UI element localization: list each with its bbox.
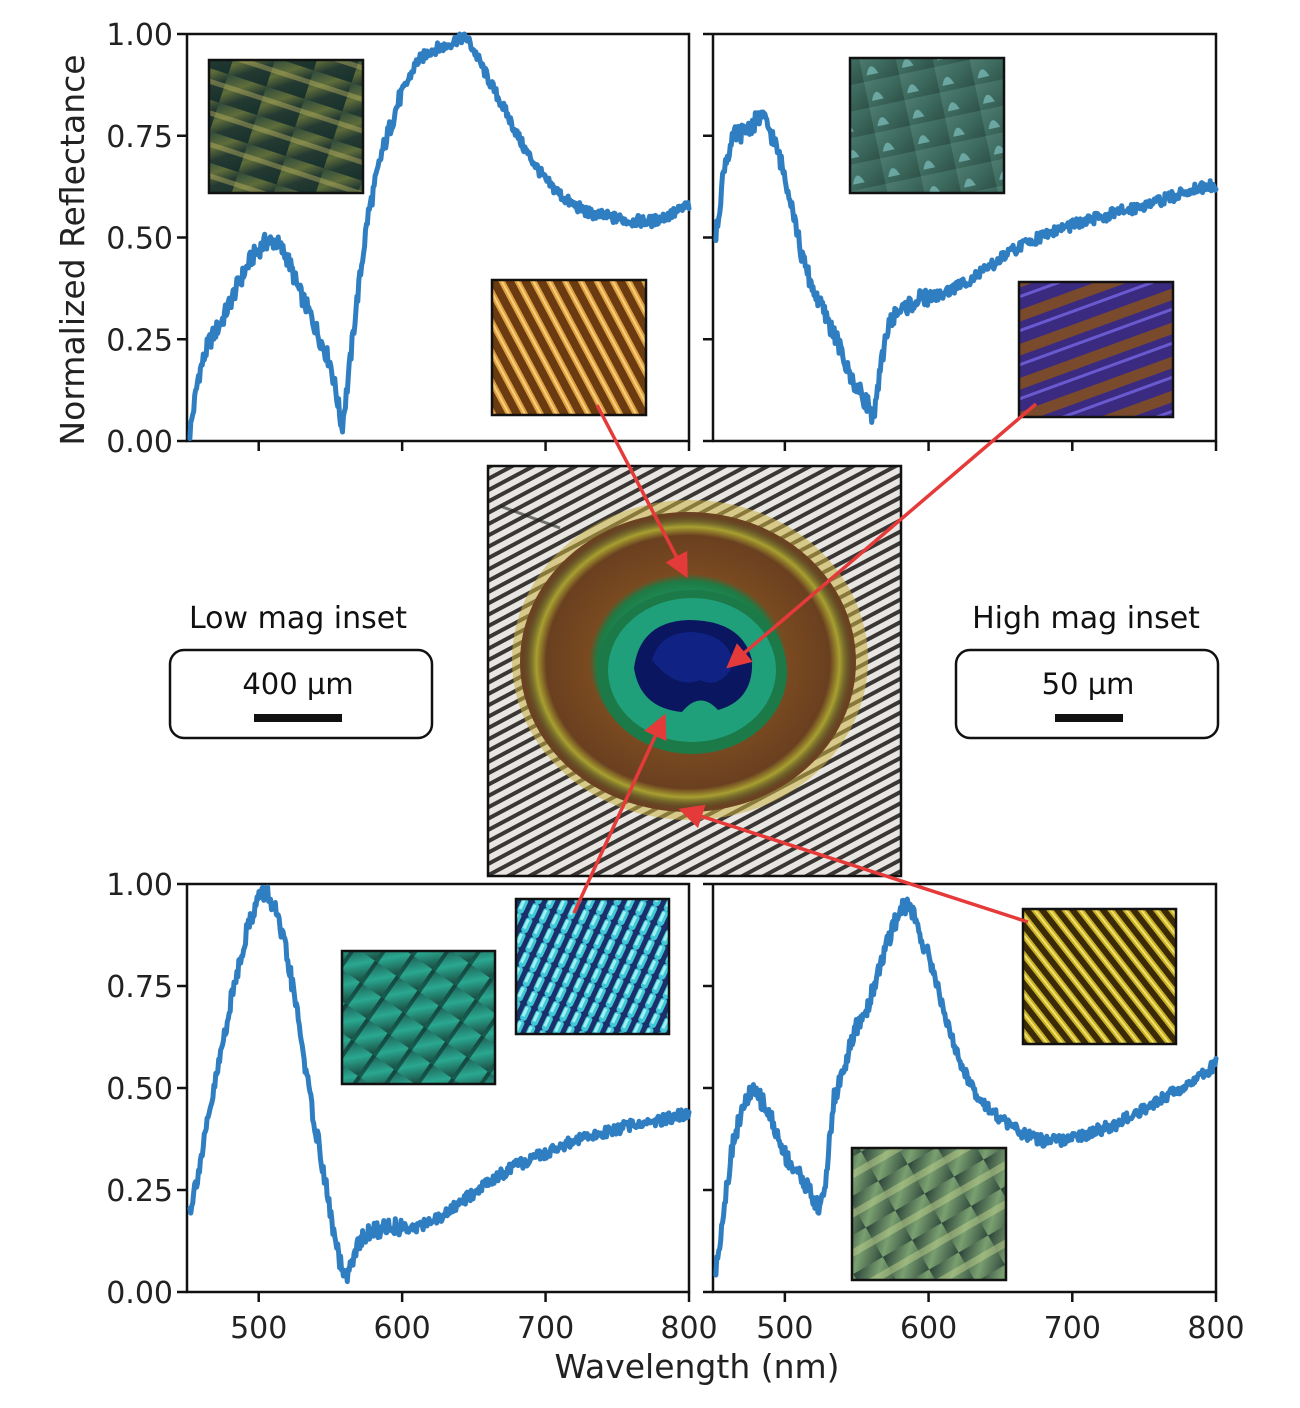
- x-tick-label: 600: [374, 1311, 431, 1346]
- high-mag-scale-bar: [1055, 714, 1123, 722]
- high-mag-inset-brown: [490, 278, 648, 417]
- low-mag-scale-legend: Low mag inset 400 µm: [168, 601, 434, 740]
- spectrum-line-bottom-left: [187, 884, 692, 1285]
- axis-ticks: 0.00 0.25 0.50 0.75 1.00 0.00 0.25 0.50 0.75 1.00…: [106, 18, 1244, 1346]
- low-mag-inset-green: [340, 949, 497, 1086]
- x-tick-label: 700: [517, 1311, 574, 1346]
- y-tick-label: 0.25: [106, 1174, 173, 1209]
- high-mag-inset-cyan: [514, 897, 671, 1036]
- y-tick-label: 1.00: [106, 18, 173, 53]
- high-mag-scale-box: [954, 648, 1220, 740]
- y-tick-label: 0.00: [106, 1276, 173, 1311]
- x-tick-label: 700: [1044, 1311, 1101, 1346]
- feather-photo-frame: [486, 464, 903, 878]
- low-mag-scale-box: [168, 648, 434, 740]
- low-mag-inset-blue: [848, 56, 1006, 195]
- arrows: [572, 402, 1038, 924]
- low-mag-inset-brown: [207, 58, 365, 195]
- spectrum-line-bottom-right: [713, 896, 1219, 1278]
- arrow-brown: [595, 404, 688, 579]
- low-mag-scale-bar: [254, 714, 342, 722]
- high-mag-inset-yellow: [1021, 907, 1178, 1046]
- y-axis-title: Normalized Reflectance: [53, 54, 92, 445]
- x-axis-title: Wavelength (nm): [554, 1347, 839, 1386]
- y-tick-label: 0.25: [106, 323, 173, 358]
- low-mag-inset-yellow-green: [850, 1146, 1008, 1282]
- high-mag-inset-purple: [1017, 280, 1175, 419]
- arrow-green: [572, 713, 667, 914]
- y-tick-label: 0.75: [106, 970, 173, 1005]
- high-mag-scale-value: 50 µm: [1042, 667, 1135, 701]
- x-tick-label: 800: [660, 1311, 717, 1346]
- series-layer: [187, 31, 1219, 1285]
- peacock-feather-photo: [488, 466, 901, 876]
- arrow-yellow: [678, 804, 1029, 924]
- high-mag-title: High mag inset: [972, 601, 1200, 636]
- x-tick-label: 500: [230, 1311, 287, 1346]
- low-mag-scale-value: 400 µm: [242, 667, 353, 701]
- y-tick-label: 0.00: [106, 425, 173, 460]
- y-tick-label: 1.00: [106, 868, 173, 903]
- y-tick-label: 0.50: [106, 1072, 173, 1107]
- high-mag-scale-legend: High mag inset 50 µm: [954, 601, 1220, 740]
- arrow-purple: [726, 402, 1038, 669]
- spectrum-line-top-right: [713, 109, 1219, 425]
- y-tick-label: 0.50: [106, 222, 173, 257]
- low-mag-title: Low mag inset: [189, 601, 407, 636]
- spectrum-line-top-left: [187, 31, 692, 441]
- x-tick-label: 800: [1187, 1311, 1244, 1346]
- y-tick-label: 0.75: [106, 120, 173, 155]
- x-tick-label: 600: [900, 1311, 957, 1346]
- x-tick-label: 500: [756, 1311, 813, 1346]
